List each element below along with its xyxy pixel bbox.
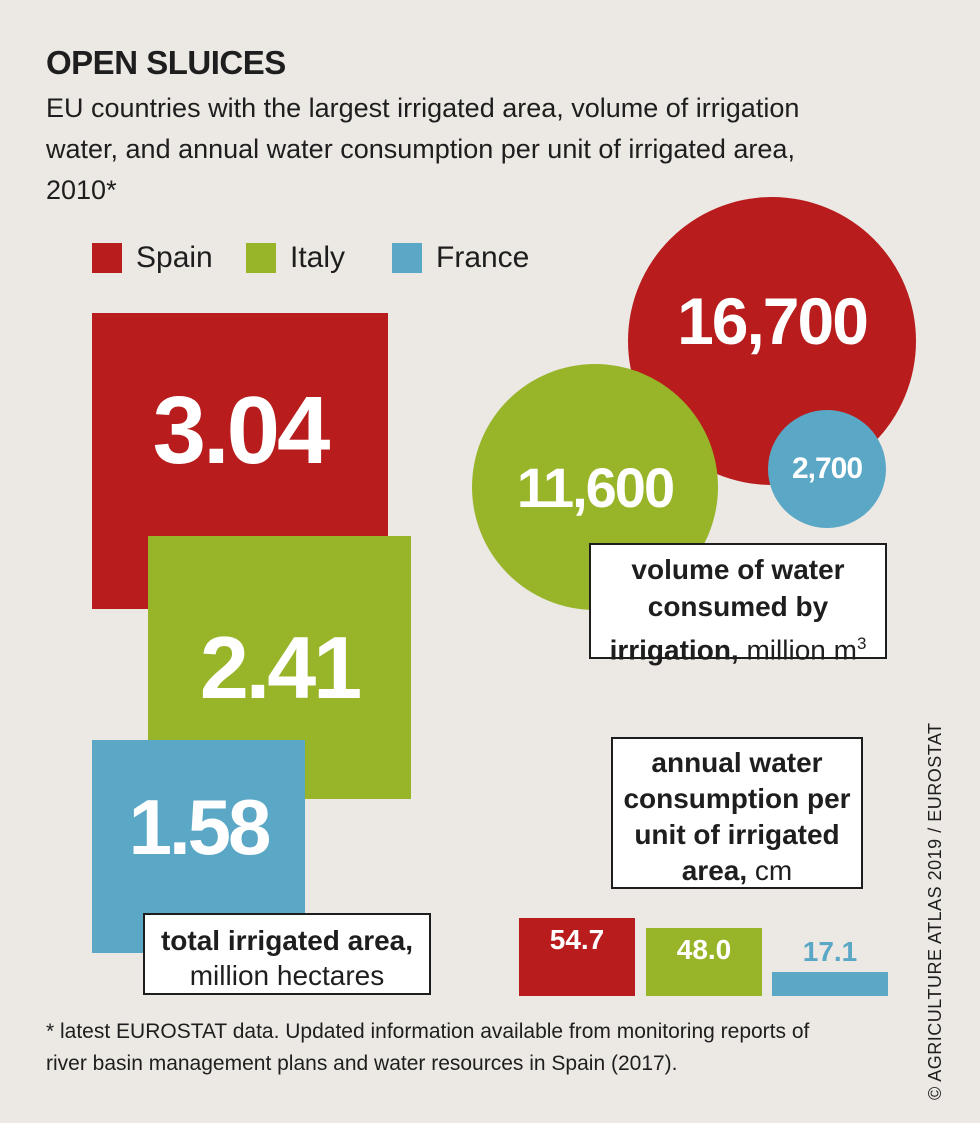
bar-value-spain: 54.7 xyxy=(549,924,605,955)
bubble-value-italy: 11,600 xyxy=(516,455,675,519)
volume-label-box: volume of water consumed by irrigation, … xyxy=(589,543,887,665)
consumption-label-box: annual water consumption per unit of irr… xyxy=(611,737,863,889)
bar-italy: 48.0 xyxy=(646,927,762,996)
legend-item-italy: Italy xyxy=(246,240,345,276)
bar-value-france: 17.1 xyxy=(802,935,858,967)
legend-item-france: France xyxy=(392,240,529,276)
chart-title: OPEN SLUICES xyxy=(46,44,286,81)
area-value-italy: 2.41 xyxy=(199,617,362,717)
bar-value-italy: 48.0 xyxy=(676,933,732,965)
volume-label-bold: volume of water consumed by irrigation, xyxy=(609,554,845,666)
volume-label-unit: million m xyxy=(746,634,857,666)
chart-subtitle: EU countries with the largest irrigated … xyxy=(46,93,800,205)
legend-label-italy: Italy xyxy=(290,241,346,274)
area-label-bold: total irrigated area, xyxy=(160,925,414,956)
volume-label-sup: 3 xyxy=(856,634,867,653)
area-value-spain: 3.04 xyxy=(152,377,331,484)
bar-spain: 54.7 xyxy=(519,918,635,996)
legend-swatch-italy xyxy=(246,243,276,273)
area-label-box: total irrigated area, million hectares xyxy=(143,913,431,995)
area-value-france: 1.58 xyxy=(128,783,272,871)
area-label-unit: million hectares xyxy=(189,960,385,991)
legend-swatch-spain xyxy=(92,243,122,273)
source-credit: © AGRICULTURE ATLAS 2019 / EUROSTAT xyxy=(925,722,945,1100)
footnote: * latest EUROSTAT data. Updated informat… xyxy=(46,1020,810,1075)
consumption-label-unit: cm xyxy=(754,855,793,886)
legend-label-spain: Spain xyxy=(136,241,213,274)
bar-france: 17.1 xyxy=(772,936,888,996)
legend-item-spain: Spain xyxy=(92,240,213,276)
legend-swatch-france xyxy=(392,243,422,273)
bubble-value-spain: 16,700 xyxy=(677,284,869,358)
bubble-value-france: 2,700 xyxy=(791,452,863,485)
bubble-france: 2,700 xyxy=(768,410,886,528)
legend-label-france: France xyxy=(436,241,530,274)
consumption-label-bold: annual water consumption per unit of irr… xyxy=(623,747,851,886)
